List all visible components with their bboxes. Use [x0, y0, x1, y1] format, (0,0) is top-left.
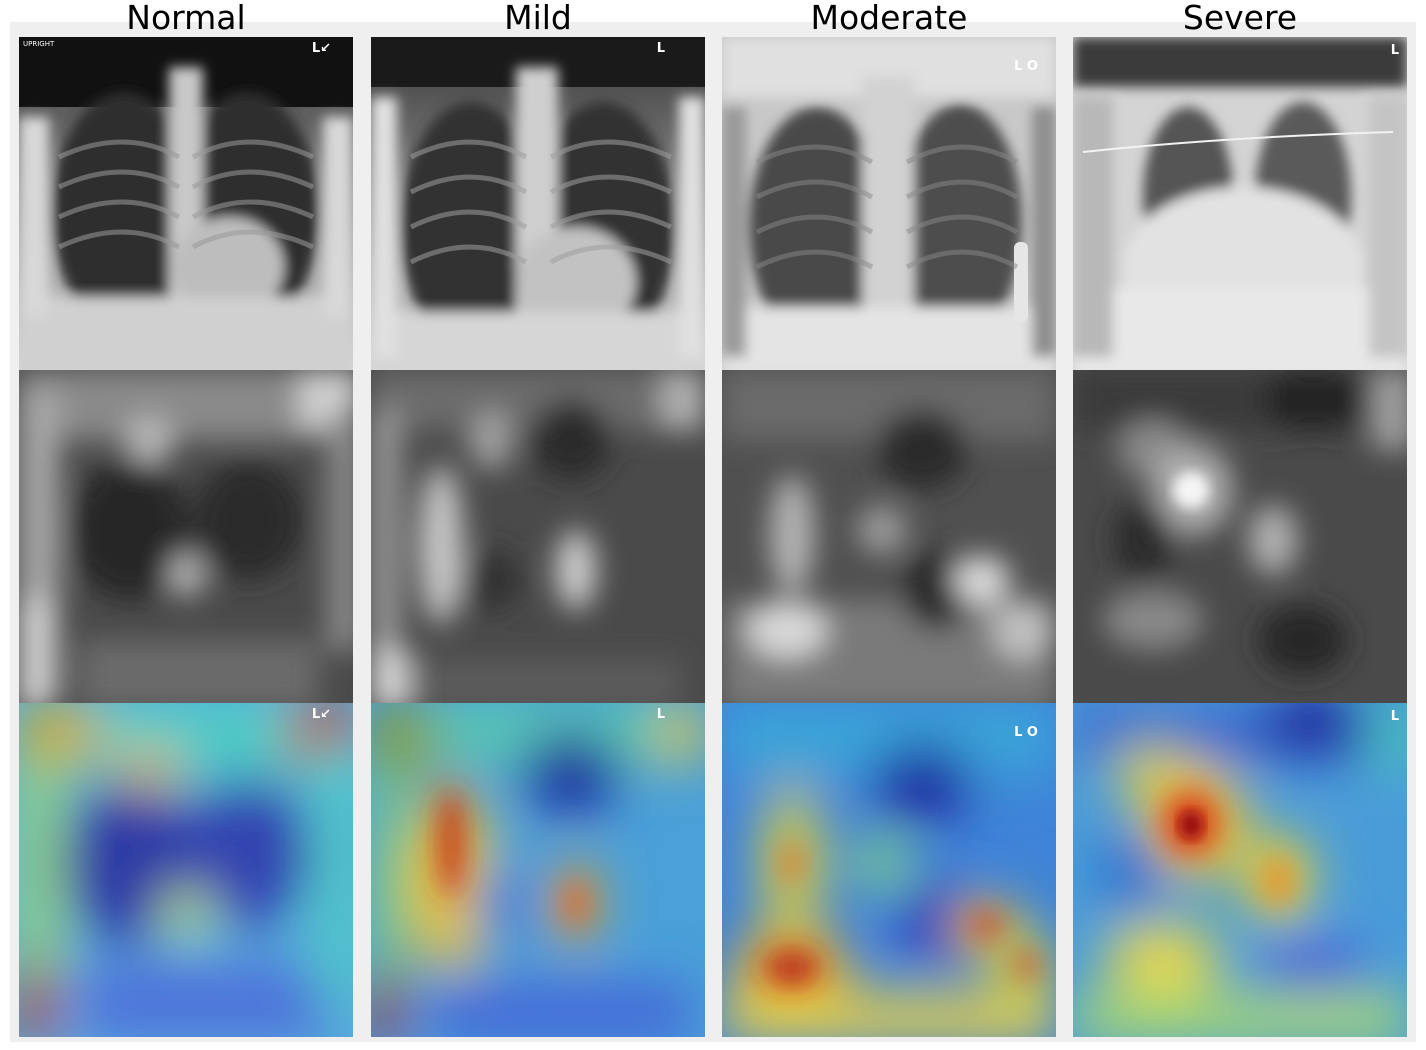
heatmap-overlay-normal: L↙ [19, 703, 353, 1037]
title-moderate: Moderate [722, 0, 1056, 38]
title-severe: Severe [1073, 0, 1407, 38]
laterality-marker: L [657, 41, 665, 56]
laterality-marker: L [657, 707, 665, 722]
heatmap-overlay-severe: L [1073, 703, 1407, 1037]
laterality-marker: L↙ [312, 41, 331, 56]
laterality-marker: L [1391, 709, 1399, 724]
activation-map-normal [19, 370, 353, 704]
laterality-marker: L [1391, 43, 1399, 58]
activation-map-moderate [722, 370, 1056, 704]
xray-severe: L [1073, 37, 1407, 371]
position-label: UPRIGHT [23, 40, 54, 48]
activation-map-severe [1073, 370, 1407, 704]
xray-mild: L [371, 37, 705, 371]
heatmap-overlay-moderate: L O [722, 703, 1056, 1037]
laterality-marker: L↙ [312, 707, 331, 722]
heatmap-overlay-mild: L [371, 703, 705, 1037]
title-mild: Mild [371, 0, 705, 38]
xray-normal: L↙ UPRIGHT [19, 37, 353, 371]
laterality-marker: L O [1014, 725, 1038, 740]
laterality-marker: L O [1014, 59, 1038, 74]
xray-moderate: L O [722, 37, 1056, 371]
activation-map-mild [371, 370, 705, 704]
title-normal: Normal [19, 0, 353, 38]
